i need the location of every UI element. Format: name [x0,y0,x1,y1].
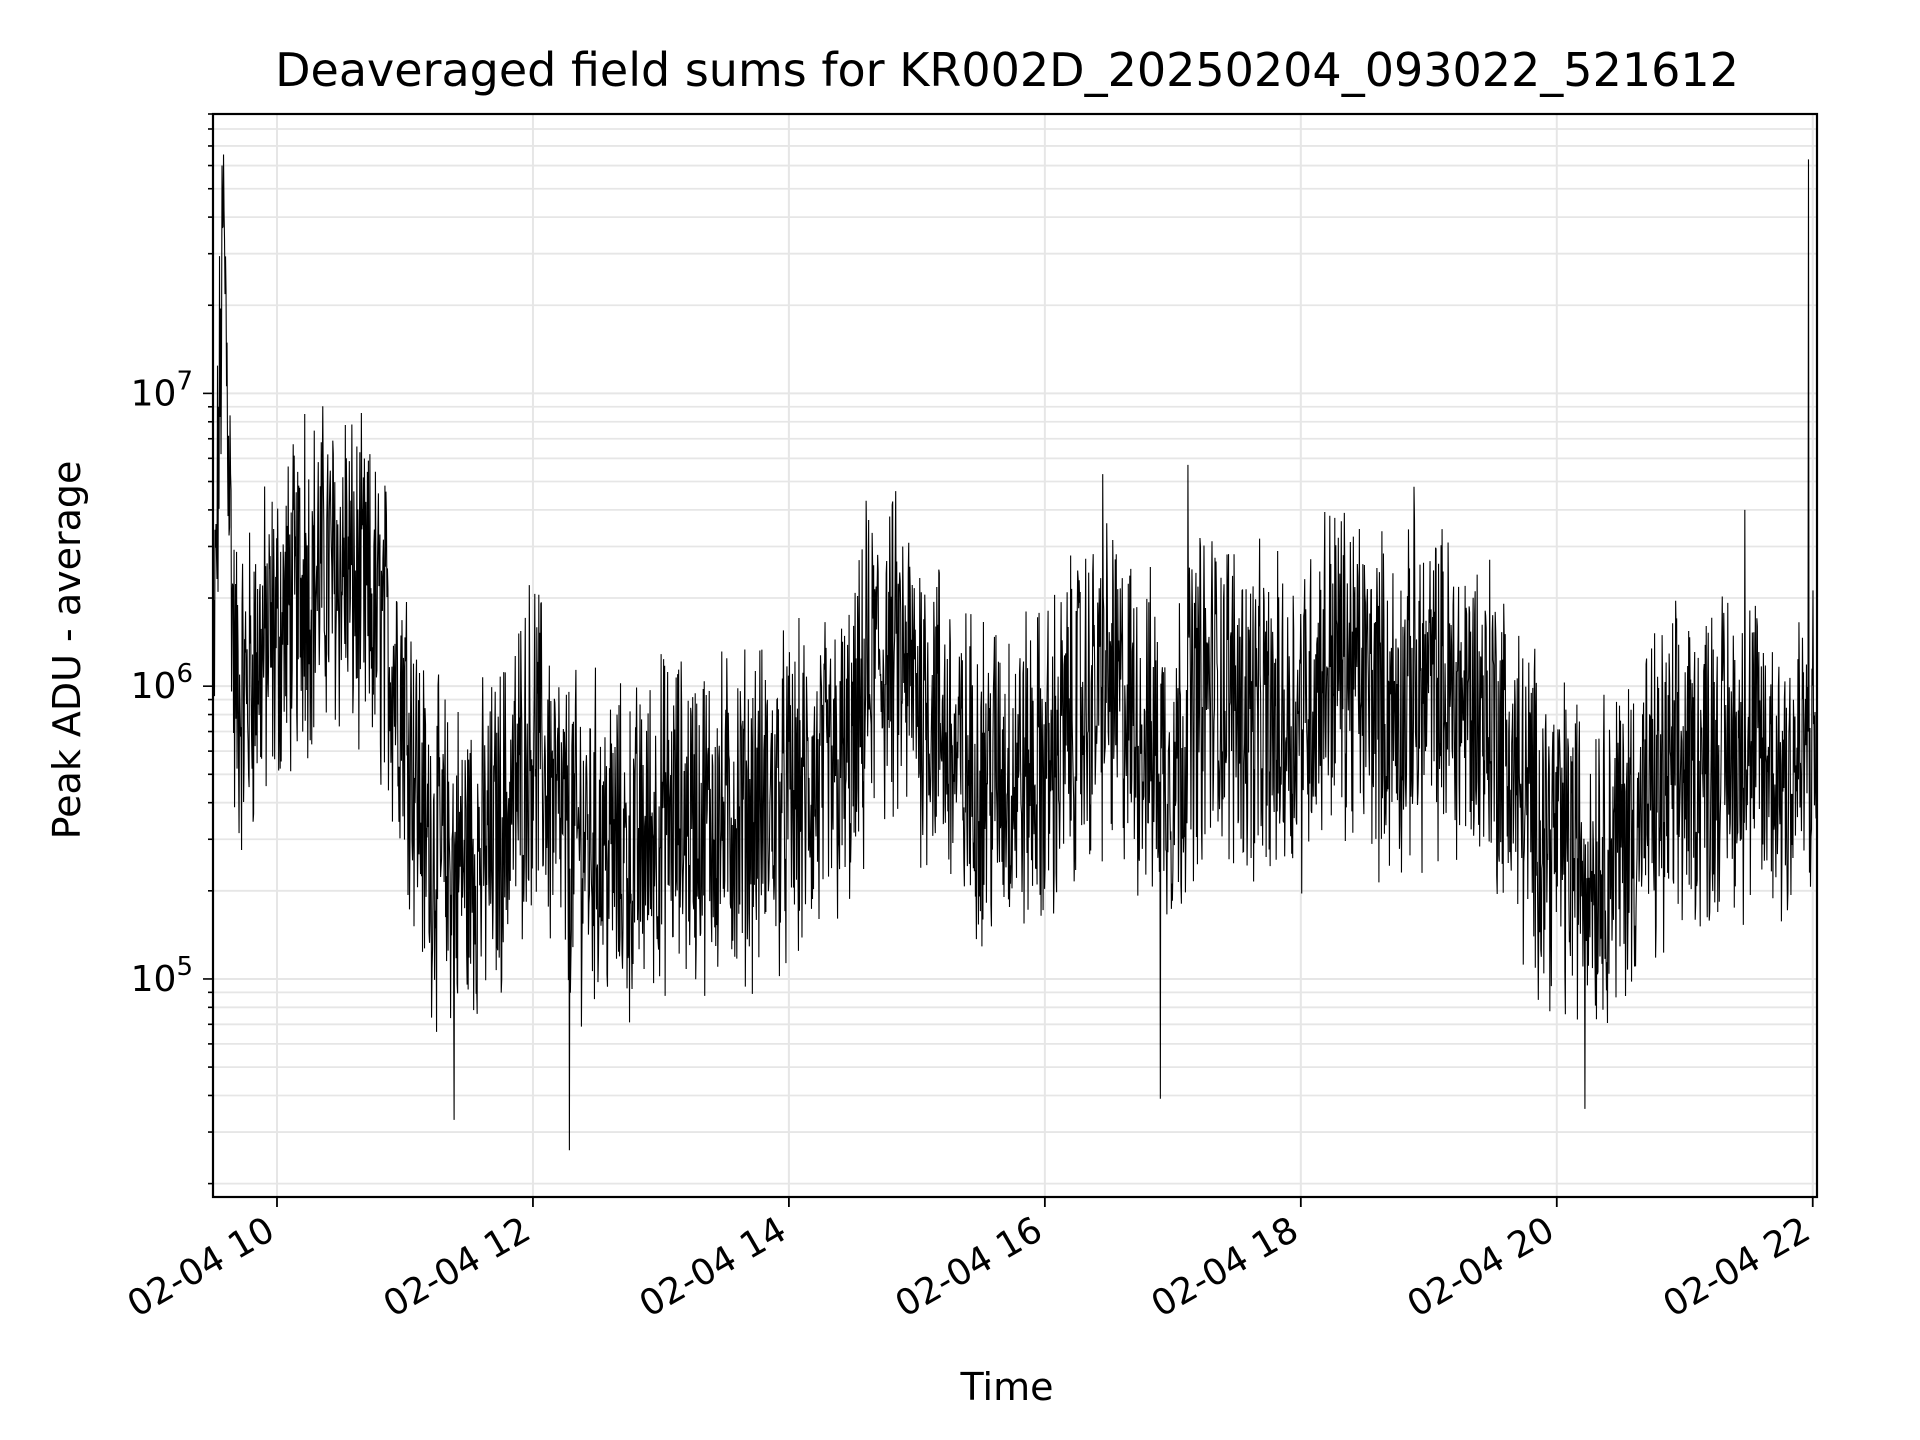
plot-area-frame [211,112,1819,1199]
series-line [212,154,1818,1151]
y-axis-label: Peak ADU - average [45,461,89,840]
chart-title: Deaveraged field sums for KR002D_2025020… [275,43,1739,97]
series-layer [212,154,1818,1151]
y-tick-label: 106 [131,659,193,707]
y-tick-label: 105 [131,952,193,1000]
x-axis-label: Time [960,1365,1054,1409]
y-tick-label: 107 [131,366,193,414]
